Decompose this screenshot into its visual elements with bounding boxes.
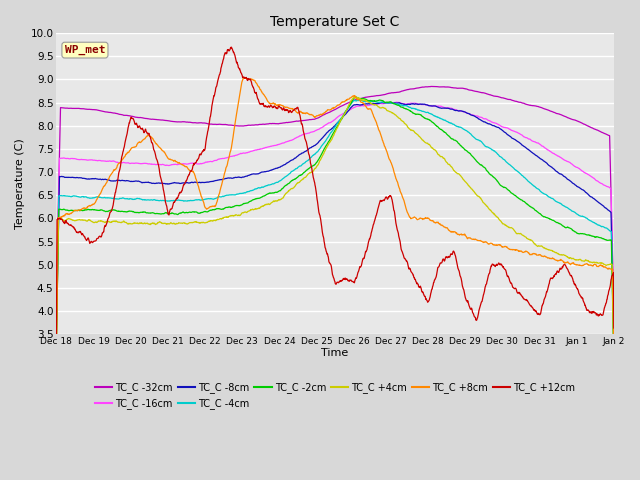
Legend: TC_C -32cm, TC_C -16cm, TC_C -8cm, TC_C -4cm, TC_C -2cm, TC_C +4cm, TC_C +8cm, T: TC_C -32cm, TC_C -16cm, TC_C -8cm, TC_C … (91, 379, 579, 413)
Text: WP_met: WP_met (65, 45, 105, 55)
Y-axis label: Temperature (C): Temperature (C) (15, 138, 25, 229)
X-axis label: Time: Time (321, 348, 349, 358)
Title: Temperature Set C: Temperature Set C (270, 15, 400, 29)
